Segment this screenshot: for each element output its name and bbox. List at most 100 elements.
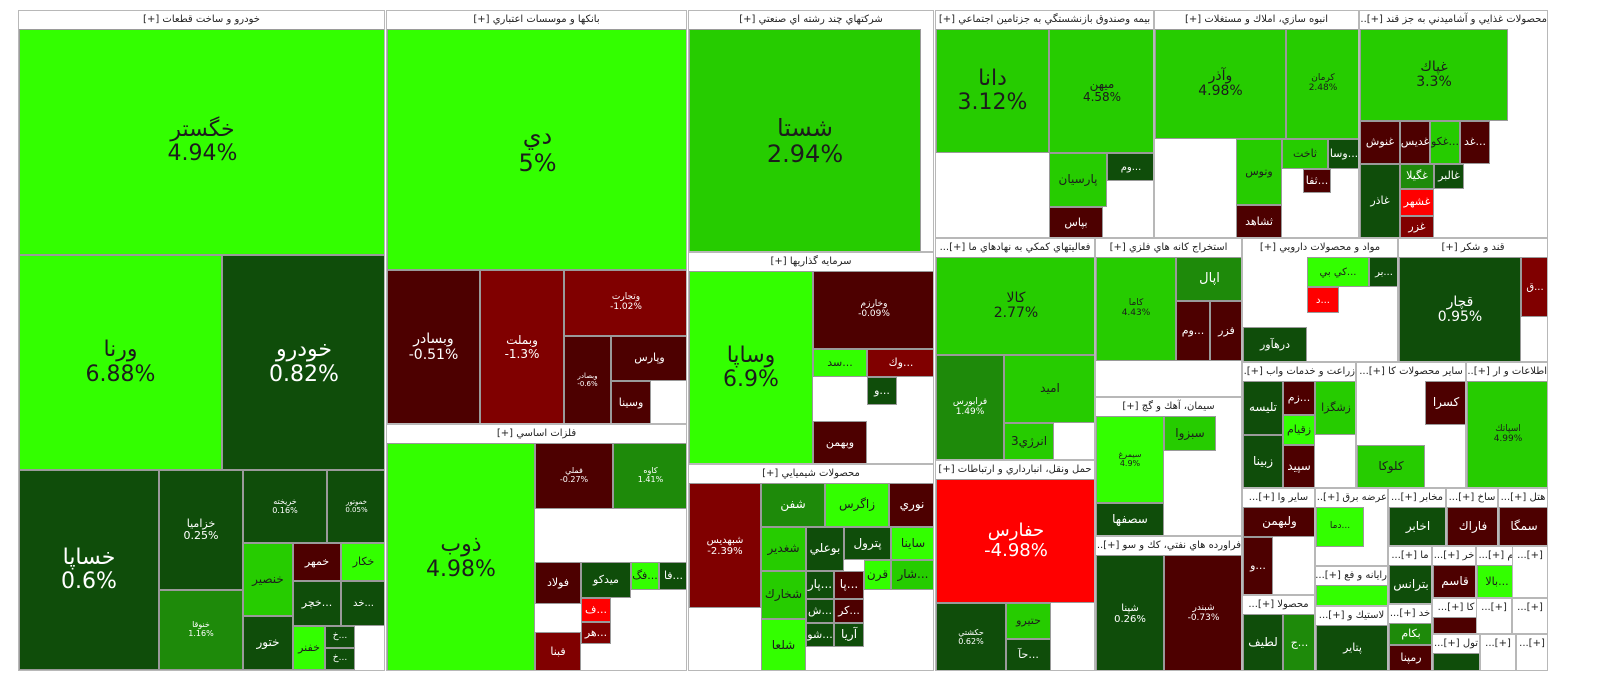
stock-tile[interactable]: ساينا [891,527,933,560]
stock-tile[interactable]: فبنا [535,632,581,670]
stock-tile[interactable]: وساپا 6.9% [689,271,813,463]
sector-title[interactable]: [+]... [1513,599,1547,616]
stock-tile[interactable]: خنوقا 1.16% [159,590,243,670]
stock-tile[interactable]: غالبر [1434,164,1464,189]
sector-title[interactable]: خد [+]... [1389,605,1431,622]
sector-title[interactable]: اطلاعات و ار [+]... [1467,363,1547,380]
stock-tile[interactable]: اپال [1176,257,1241,301]
sector-title[interactable]: ساير محصولات كا [+]... [1357,363,1465,380]
stock-tile[interactable]: زشگزا [1315,381,1355,435]
stock-tile[interactable]: غپاك 3.3% [1360,29,1508,121]
sector-title[interactable]: خر [+]... [1433,547,1475,564]
stock-tile[interactable]: پتاير [1316,625,1387,670]
stock-tile[interactable]: كالا 2.77% [936,257,1094,355]
stock-tile[interactable]: شغدير [761,527,806,571]
stock-tile[interactable]: دي 5% [387,29,686,270]
stock-tile[interactable]: وتوس [1236,139,1282,205]
stock-tile[interactable]: فولاد [535,562,581,604]
stock-tile[interactable]: ...ثفا [1303,169,1331,193]
stock-tile[interactable]: غگيلا [1400,164,1434,189]
sector-title[interactable]: ما [+]... [1389,547,1431,564]
stock-tile[interactable]: ...شار [891,560,933,590]
sector-title[interactable]: سرمايه گذاريها [+] [689,253,933,270]
stock-tile[interactable]: ...فگ [631,562,659,590]
sector-title[interactable]: خودرو و ساخت قطعات [+] [19,11,384,28]
stock-tile[interactable]: ميهن 4.58% [1049,29,1153,153]
stock-tile[interactable]: ...خد [341,581,384,626]
stock-tile[interactable]: شستا 2.94% [689,29,921,251]
stock-tile[interactable]: خودرو 0.82% [222,255,384,470]
stock-tile[interactable]: پترول [844,527,891,560]
stock-tile[interactable]: لطيف [1243,614,1283,670]
sector-title[interactable]: فلزات اساسي [+] [387,425,686,442]
sector-title[interactable]: تول [+]... [1433,635,1479,652]
stock-tile[interactable]: رمپنا [1389,645,1431,670]
stock-tile[interactable]: ميدكو [581,562,631,598]
stock-tile[interactable]: ...زم [1283,381,1315,415]
sector-title[interactable]: عرضه برق [+]... [1316,489,1387,506]
stock-tile[interactable]: ...بر [1369,257,1397,287]
stock-tile[interactable]: بكام [1389,623,1431,645]
stock-tile[interactable]: سبزوا [1164,416,1216,451]
stock-tile[interactable]: ...ج [1283,614,1314,670]
stock-tile[interactable]: غزر [1400,216,1434,237]
stock-tile[interactable]: غديس [1400,121,1430,164]
stock-tile[interactable]: ...د [1307,287,1339,313]
sector-title[interactable]: بيمه وصندوق بازنشستگي به جزتامين اجتماعي… [936,11,1153,28]
sector-title[interactable]: م [+]... [1477,547,1515,564]
stock-tile[interactable]: حكشتي 0.62% [936,603,1006,670]
stock-tile[interactable]: وسينا [611,381,651,423]
stock-tile[interactable]: بپاس [1049,207,1103,237]
stock-tile[interactable]: ثشاهد [1236,205,1282,237]
sector-title[interactable]: بانكها و موسسات اعتباري [+] [387,11,686,28]
stock-tile[interactable]: سمگا [1499,507,1547,545]
stock-tile[interactable]: اميد [1004,355,1094,423]
stock-tile[interactable]: ختور [243,616,293,670]
sector-title[interactable]: زراعت و خدمات واب [+]... [1243,363,1355,380]
stock-tile[interactable]: خنصير [243,543,293,616]
stock-tile[interactable]: خگستر 4.94% [19,29,384,255]
stock-tile[interactable]: قرن [864,560,891,590]
stock-tile[interactable]: كاما 4.43% [1096,257,1176,361]
stock-tile[interactable]: فاراك [1447,507,1497,545]
stock-tile[interactable]: پارسيان [1049,153,1107,207]
stock-tile[interactable]: ورنا 6.88% [19,255,222,470]
sector-title[interactable]: انبوه سازي، املاك و مستغلات [+] [1155,11,1358,28]
sector-title[interactable]: كا [+]... [1433,599,1479,616]
stock-tile[interactable]: ولبهمن [1243,507,1314,537]
stock-tile[interactable]: ...فا [659,562,686,590]
stock-tile[interactable]: ...غد [1460,121,1490,164]
stock-tile[interactable]: وتجارت -1.02% [564,270,686,336]
stock-tile[interactable]: ...خچر [293,581,341,626]
stock-tile[interactable]: ذوب 4.98% [387,443,535,670]
stock-tile[interactable]: درهآور [1243,327,1307,361]
sector-title[interactable]: [+]... [1517,635,1547,652]
stock-tile[interactable]: اخابر [1389,507,1445,545]
sector-title[interactable]: محصولا [+]... [1243,596,1314,613]
stock-tile[interactable]: كسرا [1425,381,1465,425]
stock-tile[interactable]: شبندر -0.73% [1164,555,1241,670]
stock-tile[interactable]: ...حآ [1006,639,1051,670]
stock-tile[interactable]: حفارس -4.98% [936,479,1094,603]
stock-tile[interactable]: سيمرغ 4.9% [1096,416,1164,503]
stock-tile[interactable]: سپيد [1283,445,1315,487]
stock-tile[interactable]: دانا 3.12% [936,29,1049,153]
stock-tile[interactable]: شخارك [761,571,806,619]
stock-tile[interactable]: ...وم [1107,153,1153,181]
stock-tile[interactable]: خزاميا 0.25% [159,470,243,590]
sector-title[interactable]: فراورده هاي نفتي، كك و سو [+]... [1096,537,1241,554]
stock-tile[interactable]: ...سد [813,349,867,377]
stock-tile[interactable]: ...بالا [1477,565,1515,597]
stock-tile[interactable]: فملي -0.27% [535,443,613,509]
stock-tile[interactable]: ...غكو [1430,121,1460,164]
stock-tile[interactable]: حتيرو [1006,603,1051,639]
stock-tile[interactable]: ...ق [1521,257,1547,317]
stock-tile[interactable]: وآذر 4.98% [1155,29,1286,139]
stock-tile[interactable]: شفن [761,483,825,527]
stock-tile[interactable]: خموتور 0.05% [327,470,384,543]
stock-tile[interactable]: اسپاتك 4.99% [1467,381,1547,487]
sector-title[interactable]: [+]... [1481,635,1515,652]
sector-title[interactable]: محصولات غذايي و آشاميدني به جز قند [+]..… [1360,11,1547,28]
stock-tile[interactable]: زاگرس [825,483,889,527]
sector-title[interactable]: رايانه و فع [+]... [1316,567,1387,584]
